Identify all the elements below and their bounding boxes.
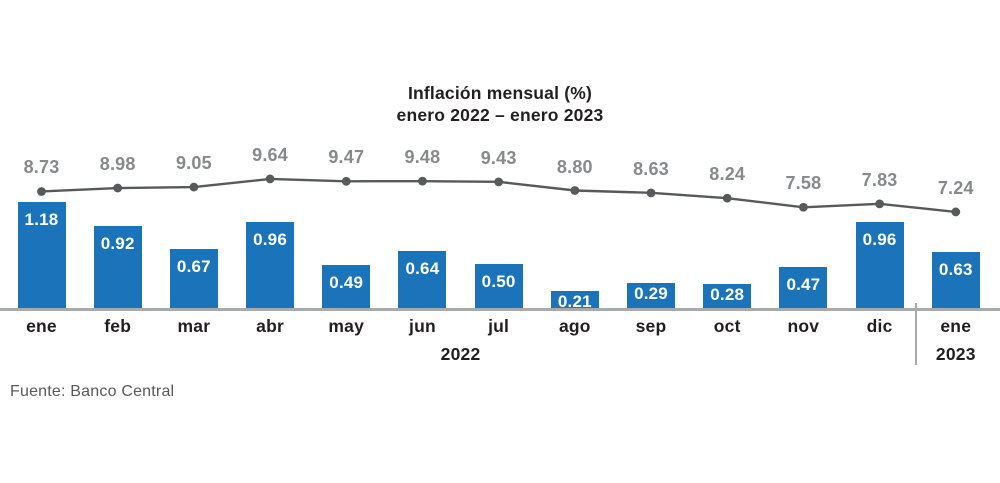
bar-value-label: 0.96 [862, 230, 897, 250]
month-label-jun-5: jun [409, 316, 436, 336]
bar-value-label: 0.96 [253, 230, 287, 250]
bar-value-label: 0.64 [405, 259, 440, 279]
line-point-dic-11 [875, 199, 884, 209]
month-label-feb-1: feb [104, 316, 132, 336]
line-point-ago-7 [570, 186, 580, 195]
bar-mar-2: 0.67 [169, 248, 218, 310]
line-point-ene-0 [37, 187, 46, 196]
line-point-sep-8 [646, 188, 656, 198]
month-label-mar-2: mar [177, 316, 211, 336]
bar-nov-10: 0.47 [779, 267, 828, 310]
bar-value-label: 0.50 [481, 272, 516, 292]
line-point-nov-10 [799, 202, 808, 212]
chart-title-line1: Inflación mensual (%) [407, 83, 593, 103]
line-value-label: 8.80 [556, 156, 593, 177]
bar-sep-8: 0.29 [627, 283, 676, 310]
line-point-jul-6 [494, 177, 504, 187]
x-axis-line [0, 308, 1000, 311]
chart-title: Inflación mensual (%) enero 2022 – enero… [0, 82, 1000, 126]
bar-value-label: 0.47 [786, 275, 821, 294]
line-point-mar-2 [189, 182, 199, 192]
month-label-abr-3: abr [256, 316, 284, 336]
line-value-label: 8.73 [23, 157, 60, 178]
source-note: Fuente: Banco Central [10, 383, 175, 400]
line-value-label: 9.64 [252, 144, 288, 165]
year-label-2022: 2022 [440, 344, 481, 364]
bar-oct-9: 0.28 [703, 284, 752, 310]
month-label-jul-6: jul [488, 316, 510, 336]
bar-value-label: 0.21 [557, 291, 592, 311]
chart-title-line2: enero 2022 – enero 2023 [396, 105, 604, 125]
line-value-label: 9.48 [404, 147, 441, 168]
line-value-label: 7.58 [785, 173, 822, 194]
line-value-label: 9.47 [328, 147, 365, 168]
month-label-nov-10: nov [787, 316, 820, 336]
bar-value-label: 0.92 [100, 233, 135, 253]
bar-value-label: 0.63 [938, 260, 973, 280]
line-value-label: 8.98 [99, 154, 136, 175]
bar-value-label: 0.29 [634, 284, 668, 304]
line-point-jun-5 [418, 176, 427, 186]
month-label-sep-8: sep [635, 316, 667, 336]
line-value-label: 7.83 [861, 169, 898, 190]
bar-jul-6: 0.50 [474, 264, 523, 310]
bar-feb-1: 0.92 [93, 225, 142, 310]
month-label-dic-11: dic [866, 316, 893, 336]
line-point-oct-9 [722, 193, 732, 203]
bar-value-label: 0.49 [329, 273, 364, 293]
bar-jun-5: 0.64 [398, 251, 447, 310]
month-label-ene-0: ene [26, 316, 57, 336]
line-value-label: 8.24 [709, 164, 746, 185]
bar-abr-3: 0.96 [246, 222, 295, 310]
bar-value-label: 0.67 [176, 256, 211, 276]
bar-value-label: 1.18 [24, 210, 59, 230]
bar-value-label: 0.28 [710, 285, 745, 305]
month-label-ago-7: ago [558, 316, 591, 336]
bar-ene-0: 1.18 [17, 202, 66, 310]
bar-may-4: 0.49 [322, 265, 371, 310]
line-point-feb-1 [113, 183, 123, 193]
month-label-ene-12: ene [940, 316, 972, 336]
bar-ago-7: 0.21 [550, 290, 599, 311]
year-divider-line [915, 303, 917, 365]
line-value-label: 8.63 [633, 158, 669, 179]
month-label-may-4: may [328, 316, 365, 336]
bar-dic-11: 0.96 [855, 222, 904, 310]
year-label-2023: 2023 [935, 344, 976, 364]
line-point-abr-3 [265, 174, 275, 184]
line-point-may-4 [341, 176, 351, 186]
line-point-ene-12 [951, 207, 961, 217]
bar-ene-12: 0.63 [931, 252, 980, 310]
line-value-label: 9.43 [480, 147, 517, 168]
line-value-label: 7.24 [937, 177, 974, 198]
month-label-oct-9: oct [713, 316, 741, 336]
line-value-label: 9.05 [175, 153, 212, 174]
